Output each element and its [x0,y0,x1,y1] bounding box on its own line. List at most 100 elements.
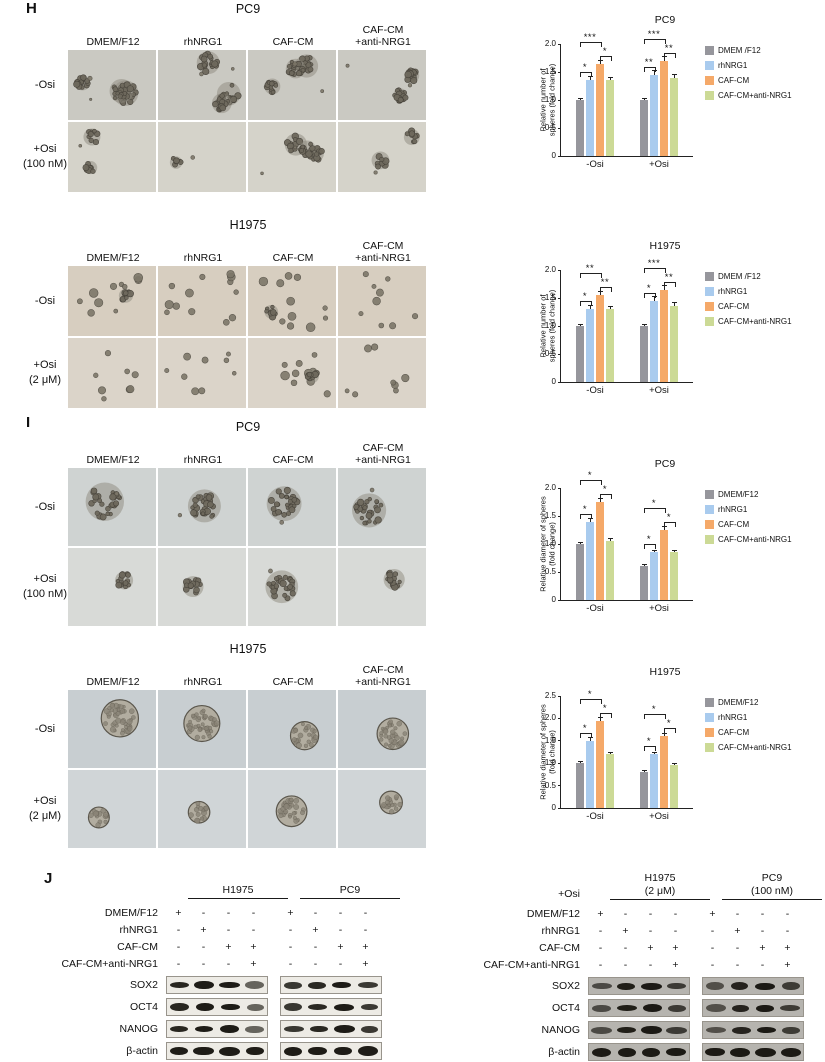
legend-item: CAF-CM [705,520,792,529]
lane-sign: + [362,957,369,970]
significance-label: ** [585,263,595,275]
bar [660,60,668,156]
micrograph-grid [68,468,426,626]
micrograph [158,770,246,848]
bar [670,765,678,808]
micrograph [68,548,156,626]
micrograph [248,122,336,192]
protein-band [616,1027,637,1034]
blot-band-box [702,999,804,1018]
row-labels: -Osi +Osi (100 nM) [22,468,68,626]
lane-group: + - - - [588,908,688,920]
lane-sign: + [622,924,629,937]
significance-label: * [651,498,657,509]
error-bar-cap [672,549,677,551]
bar [670,306,678,382]
lane-sign: - [710,941,715,954]
protein-band [284,981,302,989]
y-axis-tick [558,543,561,545]
significance-label: * [582,722,588,734]
bar [586,740,594,808]
micrograph [158,122,246,192]
significance-bracket [644,267,666,273]
significance-bracket [644,38,666,44]
significance-bracket [664,728,676,734]
error-bar [654,751,655,755]
significance-label: * [602,45,608,57]
protein-band [307,981,327,989]
protein-row: SOX2 [456,977,822,996]
category-label: +Osi [649,159,669,170]
western-blot-right: +Osi H1975 (2 μM) PC9 (100 nM) DMEM/F12 + - - - + -… [456,872,822,1062]
protein-band [730,1047,751,1057]
protein-label: OCT4 [551,1002,580,1015]
column-header: DMEM/F12 [86,453,140,466]
significance-bracket [664,522,676,527]
error-bar [674,763,675,766]
column-header: rhNRG1 [183,251,223,264]
lane-group: - - - + [278,958,378,970]
row-labels: -Osi +Osi (2 μM) [22,266,68,408]
micrograph [68,690,156,768]
error-bar [600,290,601,296]
lane-sign: - [598,941,603,954]
protein-band [665,1048,686,1057]
error-bar-cap [642,97,647,99]
column-header: CAF-CM +anti-NRG1 [355,663,411,688]
error-bar [674,74,675,78]
protein-band [334,1025,355,1033]
plot-area: 0 0.5 1.0 1.5 2.0 -Osi +Osi * ** ** * ** *** [545,259,693,396]
y-axis-tick [558,269,561,271]
bar [650,552,658,600]
protein-band [195,1026,214,1032]
y-tick-label: 1.5 [544,67,556,76]
lane-sign: + [225,940,232,953]
legend-item: DMEM/F12 [705,490,792,499]
lane-sign: - [201,940,206,953]
micrograph [338,266,426,336]
y-axis-tick [558,99,561,101]
treatment-row: rhNRG1 - + - - - + - - [456,922,822,939]
lane-sign: - [288,923,293,936]
significance-label: ** [664,42,674,54]
y-axis-tick [558,487,561,489]
micrograph-grid [68,690,426,848]
lane-sign: - [648,924,653,937]
legend-swatch [705,535,714,544]
protein-band [244,981,265,989]
micrograph [338,548,426,626]
blot-band-box [280,1042,382,1061]
legend-swatch [705,728,714,737]
panel-label-J: J [44,870,53,887]
protein-band [246,1003,264,1011]
legend-swatch [705,46,714,55]
error-bar [600,497,601,502]
significance-label: ** [600,277,610,289]
plot-area: 0 0.5 1.0 1.5 2.0 -Osi +Osi * * * * * * [545,471,693,614]
legend-label: rhNRG1 [718,287,748,296]
error-bar-cap [588,737,593,739]
bar [606,754,614,808]
legend-swatch [705,317,714,326]
protein-band [592,1047,612,1057]
protein-band [706,1004,726,1013]
row-label: +Osi (100 nM) [22,143,68,170]
significance-label: *** [647,28,661,40]
micrograph [248,548,336,626]
protein-band [705,1048,726,1057]
error-bar-cap [608,538,613,540]
lane-sign: - [201,957,206,970]
legend-label: DMEM /F12 [718,272,761,281]
significance-label: * [646,282,652,294]
micrograph [248,770,336,848]
chart-legend: DMEM /F12 rhNRG1 CAF-CM CAF-CM+anti-NRG1 [705,44,792,157]
category-label: +Osi [649,603,669,614]
treatment-row: rhNRG1 - + - - - + - - [34,921,400,938]
legend-label: CAF-CM [718,302,750,311]
western-blot-left: H1975 PC9 DMEM/F12 + - - - + - - - rhNRG1- + - - - + - - CA… [34,884,400,1061]
micrograph [158,266,246,336]
micrograph [158,548,246,626]
blot-band-box [166,998,268,1017]
micrograph [68,266,156,336]
error-bar-cap [642,323,647,325]
